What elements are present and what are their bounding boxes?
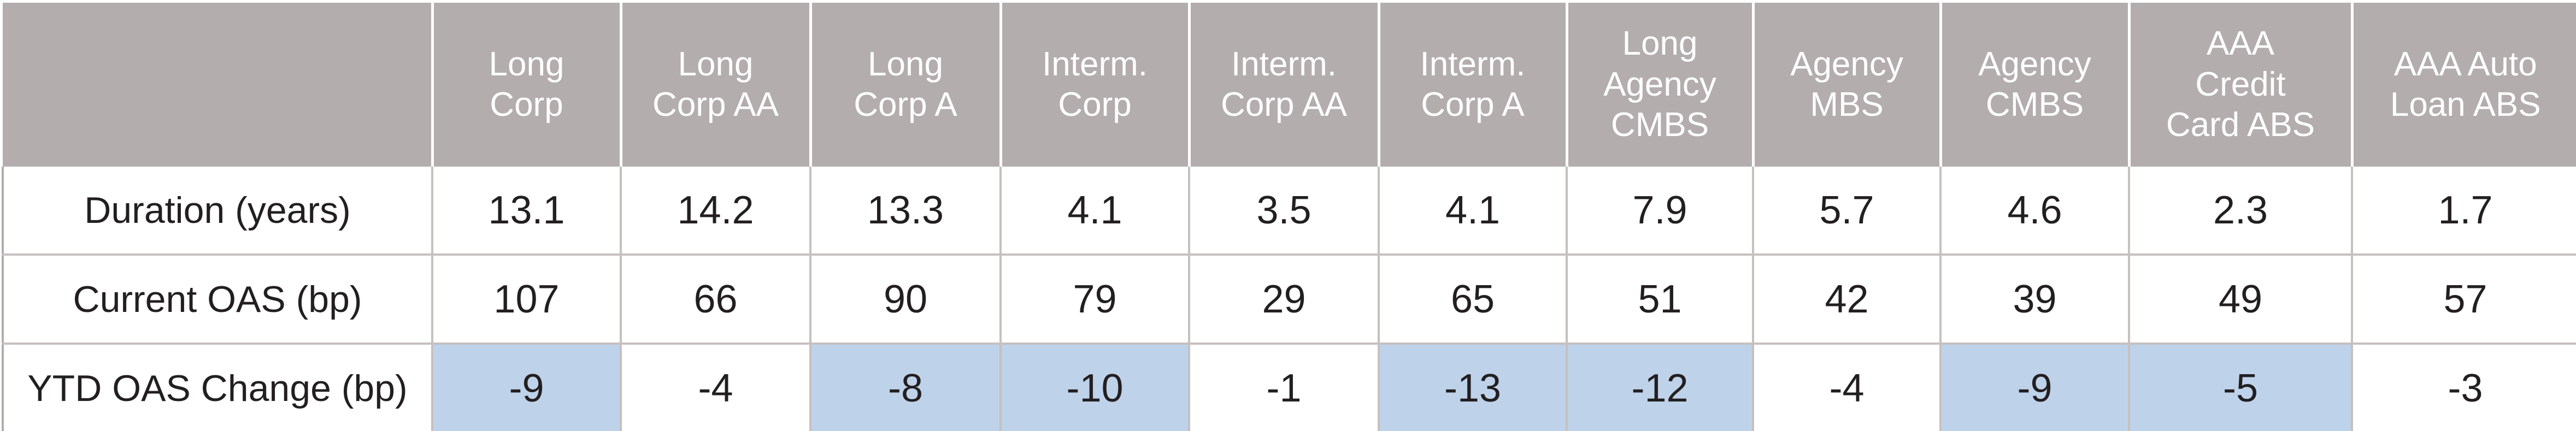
duration-value-cell: 5.7: [1752, 167, 1942, 256]
current-oas-value-cell: 66: [620, 253, 811, 345]
ytd-oas-change-value-cell: -12: [1566, 343, 1754, 431]
row-label-current-oas: Current OAS (bp): [2, 253, 433, 345]
table-row-ytd-oas-change: YTD OAS Change (bp) -9 -4 -8 -10 -1 -13 …: [2, 343, 2576, 431]
duration-value-cell: 4.1: [1378, 167, 1568, 256]
duration-value-cell: 3.5: [1188, 167, 1380, 256]
table-row-current-oas: Current OAS (bp) 107 66 90 79 29 65 51 4…: [2, 253, 2576, 345]
table-header-row: Long Corp Long Corp AA Long Corp A Inter…: [3, 3, 2576, 167]
duration-value-cell: 1.7: [2351, 167, 2576, 256]
duration-value-cell: 14.2: [620, 167, 811, 256]
current-oas-value-cell: 39: [1939, 253, 2130, 345]
ytd-oas-change-value-cell: -1: [1188, 343, 1380, 431]
column-header-long-corp-aa: Long Corp AA: [619, 3, 810, 167]
duration-value-cell: 7.9: [1566, 167, 1754, 256]
corner-cell: [3, 3, 432, 167]
ytd-oas-change-value-cell: -5: [2128, 343, 2353, 431]
ytd-oas-change-value-cell: -4: [1752, 343, 1942, 431]
column-header-aaa-credit-card-abs: AAA Credit Card ABS: [2127, 3, 2352, 167]
duration-value-cell: 4.6: [1939, 167, 2130, 256]
column-header-long-corp: Long Corp: [431, 3, 621, 167]
ytd-oas-change-value-cell: -4: [620, 343, 811, 431]
duration-value-cell: 4.1: [999, 167, 1190, 256]
ytd-oas-change-value-cell: -8: [809, 343, 1002, 431]
column-header-long-agency-cmbs: Long Agency CMBS: [1565, 3, 1753, 167]
column-header-interm-corp: Interm. Corp: [999, 3, 1189, 167]
table-row-duration: Duration (years) 13.1 14.2 13.3 4.1 3.5 …: [2, 167, 2576, 256]
column-header-agency-mbs: Agency MBS: [1751, 3, 1940, 167]
column-header-aaa-auto-loan-abs: AAA Auto Loan ABS: [2350, 3, 2576, 167]
current-oas-value-cell: 29: [1188, 253, 1380, 345]
column-header-long-corp-a: Long Corp A: [809, 3, 1001, 167]
ytd-oas-change-value-cell: -3: [2351, 343, 2576, 431]
current-oas-value-cell: 57: [2351, 253, 2576, 345]
row-label-duration: Duration (years): [2, 167, 433, 256]
ytd-oas-change-value-cell: -13: [1378, 343, 1568, 431]
column-header-interm-corp-aa: Interm. Corp AA: [1187, 3, 1379, 167]
current-oas-value-cell: 107: [431, 253, 622, 345]
column-header-interm-corp-a: Interm. Corp A: [1377, 3, 1567, 167]
current-oas-value-cell: 42: [1752, 253, 1942, 345]
ytd-oas-change-value-cell: -9: [431, 343, 622, 431]
duration-value-cell: 2.3: [2128, 167, 2353, 256]
current-oas-value-cell: 51: [1566, 253, 1754, 345]
sector-spread-table: Long Corp Long Corp AA Long Corp A Inter…: [2, 3, 2576, 431]
row-label-ytd-oas-change: YTD OAS Change (bp): [2, 343, 433, 431]
current-oas-value-cell: 65: [1378, 253, 1568, 345]
ytd-oas-change-value-cell: -9: [1939, 343, 2130, 431]
ytd-oas-change-value-cell: -10: [999, 343, 1190, 431]
current-oas-value-cell: 49: [2128, 253, 2353, 345]
current-oas-value-cell: 79: [999, 253, 1190, 345]
current-oas-value-cell: 90: [809, 253, 1002, 345]
duration-value-cell: 13.3: [809, 167, 1002, 256]
duration-value-cell: 13.1: [431, 167, 622, 256]
column-header-agency-cmbs: Agency CMBS: [1939, 3, 2129, 167]
